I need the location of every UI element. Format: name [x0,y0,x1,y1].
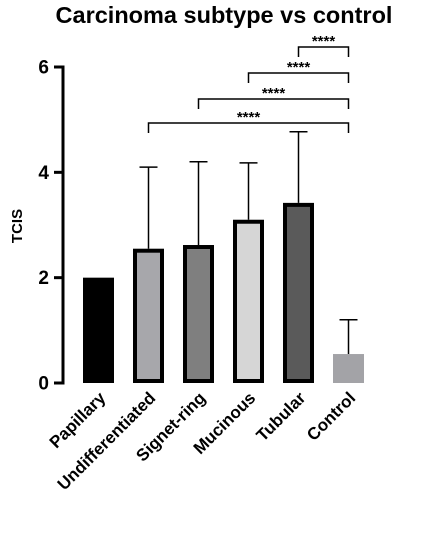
category-label-5: Control [303,388,359,444]
y-tick-label: 6 [38,58,49,79]
bar-1 [133,248,164,383]
y-tick-label: 0 [38,374,49,395]
category-labels: PapillaryUndifferentiatedSignet-ringMuci… [46,388,360,494]
y-tick-label: 4 [38,163,49,184]
y-axis-label: TCIS [9,209,26,243]
significance-label-3: **** [237,109,261,126]
significance-bracket-3 [147,122,350,133]
y-axis: 0 2 4 6 [38,58,65,395]
error-bars [139,131,358,355]
bar-4 [283,202,314,383]
category-label-4: Tubular [253,388,310,445]
y-tick-label: 2 [38,268,49,289]
significance-label-1: **** [287,59,311,76]
significance-label-0: **** [312,33,336,50]
bar-3 [233,219,264,383]
bar-5 [333,354,364,383]
bar-2 [183,245,214,383]
bar-0 [83,277,114,383]
significance-label-2: **** [262,85,286,102]
significance-bracket-1 [247,72,350,83]
significance-brackets: **************** [147,33,350,133]
chart-title: Carcinoma subtype vs control [55,2,393,28]
significance-bracket-0 [297,46,350,57]
bars [83,202,364,383]
significance-bracket-2 [197,98,350,109]
